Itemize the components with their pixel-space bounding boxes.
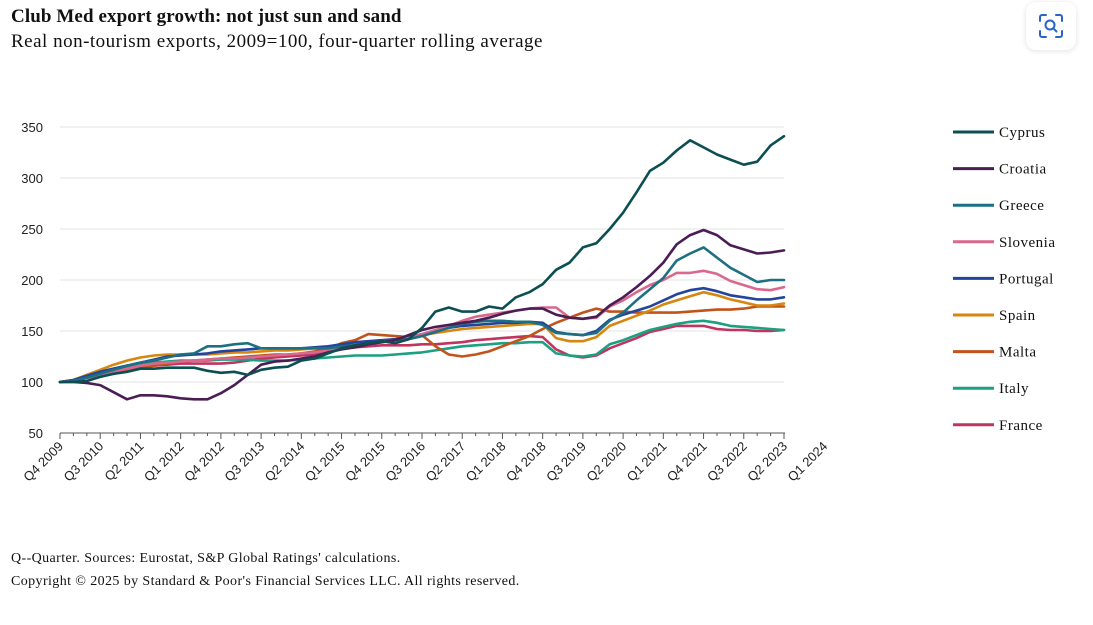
legend-label-croatia: Croatia	[999, 162, 1047, 178]
y-axis-ticks: 50 100 150 200 250 300 350	[21, 120, 43, 441]
series-line-slovenia	[58, 269, 786, 384]
series-lines	[58, 134, 786, 401]
x-tick-label: Q2 2014	[262, 439, 308, 485]
x-tick-label: Q2 2017	[422, 439, 468, 485]
x-tick-label: Q4 2012	[181, 439, 227, 485]
x-tick-label: Q3 2010	[60, 439, 106, 485]
y-tick-label: 100	[21, 375, 43, 390]
x-tick-label: Q3 2013	[221, 439, 267, 485]
footnote: Q--Quarter. Sources: Eurostat, S&P Globa…	[11, 551, 401, 566]
legend-label-france: France	[999, 418, 1043, 434]
legend: Cyprus Croatia Greece Slovenia Portugal Spain…	[953, 125, 1056, 434]
x-tick-label: Q2 2023	[744, 439, 790, 485]
x-tick-label: Q4 2015	[342, 439, 388, 485]
x-tick-label: Q2 2020	[583, 439, 629, 485]
legend-label-spain: Spain	[999, 308, 1036, 324]
x-tick-label: Q1 2024	[784, 439, 830, 485]
x-tick-label: Q1 2015	[302, 439, 348, 485]
x-tick-label: Q4 2021	[664, 439, 710, 485]
chart-subtitle: Real non-tourism exports, 2009=100, four…	[11, 31, 543, 52]
y-tick-label: 50	[29, 426, 43, 441]
y-tick-label: 200	[21, 273, 43, 288]
x-tick-label: Q2 2011	[101, 439, 146, 484]
x-tick-label: Q1 2012	[141, 439, 187, 485]
series-line-france	[58, 324, 786, 384]
x-tick-label: Q1 2021	[624, 439, 670, 485]
legend-label-cyprus: Cyprus	[999, 125, 1045, 141]
series-line-greece	[58, 246, 786, 384]
chart-title: Club Med export growth: not just sun and…	[11, 6, 402, 27]
legend-label-portugal: Portugal	[999, 271, 1054, 287]
legend-label-malta: Malta	[999, 345, 1037, 361]
copyright: Copyright © 2025 by Standard & Poor's Fi…	[11, 574, 520, 589]
x-tick-label: Q4 2018	[503, 439, 549, 485]
x-tick-label: Q3 2022	[704, 439, 750, 485]
x-tick-label: Q3 2016	[382, 439, 428, 485]
x-tick-label: Q4 2009	[20, 439, 66, 485]
legend-label-slovenia: Slovenia	[999, 235, 1056, 251]
x-tick-label: Q1 2018	[463, 439, 509, 485]
y-tick-label: 250	[21, 222, 43, 237]
y-tick-label: 150	[21, 324, 43, 339]
x-tick-label: Q3 2019	[543, 439, 589, 485]
focus-search-icon	[1039, 14, 1063, 38]
series-line-cyprus	[58, 134, 786, 384]
series-line-croatia	[58, 228, 786, 401]
y-tick-label: 300	[21, 171, 43, 186]
legend-label-italy: Italy	[999, 381, 1029, 397]
y-tick-label: 350	[21, 120, 43, 135]
legend-label-greece: Greece	[999, 198, 1044, 214]
zoom-button[interactable]	[1026, 2, 1076, 50]
